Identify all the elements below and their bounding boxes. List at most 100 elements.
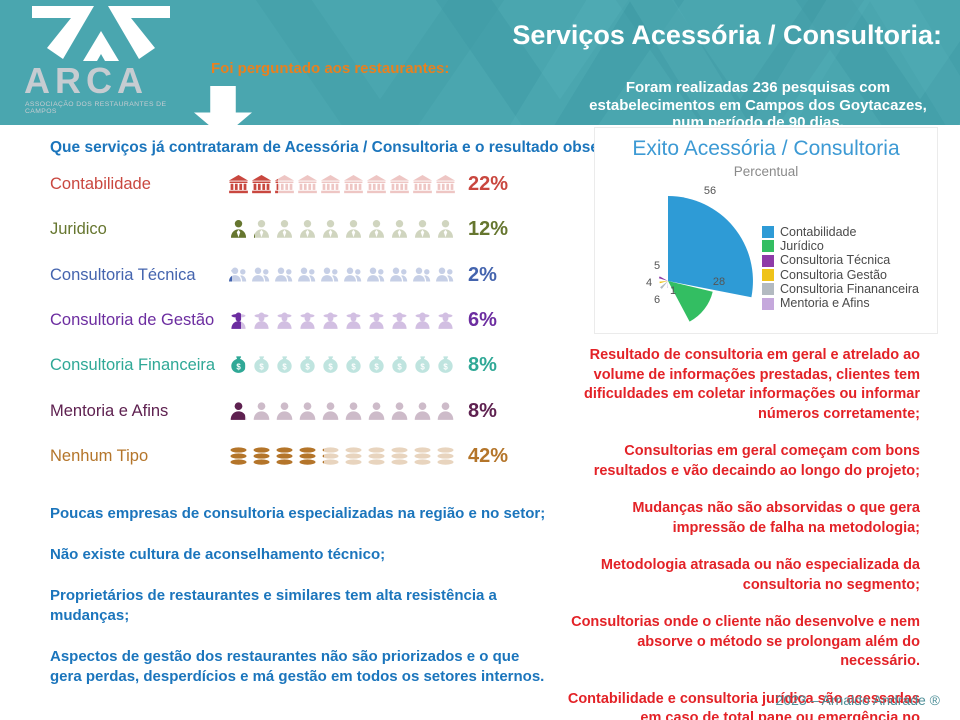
survey-row-icons	[228, 174, 460, 195]
survey-row-label: Consultoria Financeira	[50, 356, 216, 375]
survey-row-value: 6%	[468, 309, 497, 332]
survey-row-value: 2%	[468, 263, 497, 286]
prompt-text: Foi perguntado aos restaurantes:	[211, 60, 450, 77]
bank-icon	[435, 174, 456, 195]
coins-icon	[389, 446, 410, 467]
people-icon	[412, 265, 433, 286]
header-band: ARCA ASSOCIAÇÃO DOS RESTAURANTES DE CAMP…	[0, 0, 960, 125]
lawyer-icon	[251, 219, 272, 240]
consultant-icon	[366, 310, 387, 331]
lawyer-icon	[343, 219, 364, 240]
survey-row-label: Mentoria e Afins	[50, 401, 169, 420]
moneybag-icon: $	[343, 355, 364, 376]
legend-item: Consultoria Gestão	[762, 268, 919, 282]
arca-logo-mark	[32, 6, 170, 61]
survey-row-label: Contabilidade	[50, 175, 151, 194]
people-icon	[389, 265, 410, 286]
consultant-icon	[343, 310, 364, 331]
survey-row: Juridico 12%	[50, 207, 570, 252]
consultant-icon	[297, 310, 318, 331]
bank-icon	[297, 174, 318, 195]
bank-icon	[343, 174, 364, 195]
left-insights: Poucas empresas de consultoria especiali…	[50, 504, 555, 708]
survey-row-value: 22%	[468, 173, 509, 196]
consultant-icon	[251, 310, 272, 331]
pie-slice-value: 1	[670, 285, 676, 297]
people-icon	[297, 265, 318, 286]
survey-row: Consultoria Técnica 2%	[50, 253, 570, 298]
person-icon	[435, 401, 456, 422]
pie-slice	[660, 281, 668, 289]
moneybag-icon: $	[435, 355, 456, 376]
person-icon	[274, 401, 295, 422]
pie-slice	[659, 281, 668, 284]
coins-icon	[251, 446, 272, 467]
consultant-icon	[435, 310, 456, 331]
legend-swatch	[762, 269, 774, 282]
right-insights: Resultado de consultoria em geral e atre…	[560, 346, 920, 720]
pie-slice-value: 5	[654, 260, 660, 272]
pie-legend: Contabilidade Jurídico Consultoria Técnica…	[762, 225, 919, 311]
people-icon	[435, 265, 456, 286]
pie-slice	[667, 281, 668, 289]
bank-icon	[274, 174, 295, 195]
pictogram-chart: Contabilidade 22% Juridico 12% Consultoria T…	[50, 162, 570, 479]
survey-row: Consultoria Financeira$$$$$$$$$$$8%	[50, 343, 570, 388]
coins-icon	[320, 446, 341, 467]
legend-label: Consultoria Finananceira	[780, 281, 919, 296]
people-icon	[366, 265, 387, 286]
coins-icon	[412, 446, 433, 467]
insight-paragraph-blue: Poucas empresas de consultoria especiali…	[50, 505, 546, 522]
person-icon	[366, 401, 387, 422]
survey-row-value: 8%	[468, 354, 497, 377]
legend-item: Mentoria e Afins	[762, 296, 919, 310]
moneybag-icon: $	[297, 355, 318, 376]
person-icon	[343, 401, 364, 422]
consultant-icon	[274, 310, 295, 331]
survey-row-icons	[228, 219, 460, 240]
survey-question: Que serviços já contrataram de Acessória…	[50, 139, 651, 156]
coins-icon	[366, 446, 387, 467]
svg-text:$: $	[282, 363, 287, 372]
lawyer-icon	[228, 219, 249, 240]
legend-label: Consultoria Técnica	[780, 253, 891, 268]
survey-row-label: Consultoria Técnica	[50, 265, 196, 284]
svg-text:$: $	[236, 363, 241, 372]
survey-row-icons	[228, 310, 460, 331]
svg-text:$: $	[443, 363, 448, 372]
coins-icon	[297, 446, 318, 467]
pie-slice-value: 4	[646, 277, 652, 289]
pie-slice	[668, 281, 713, 322]
pie-chart-subtitle: Percentual	[733, 164, 799, 179]
legend-item: Consultoria Técnica	[762, 254, 919, 268]
svg-text:$: $	[259, 363, 264, 372]
insight-paragraph-blue: Proprietários de restaurantes e similare…	[50, 587, 497, 624]
person-icon	[228, 401, 249, 422]
lawyer-icon	[435, 219, 456, 240]
coins-icon	[435, 446, 456, 467]
insight-paragraph-blue: Não existe cultura de aconselhamento téc…	[50, 546, 386, 563]
page-title: Serviços Acessória / Consultoria:	[512, 20, 942, 50]
legend-item: Consultoria Finananceira	[762, 282, 919, 296]
moneybag-icon: $	[274, 355, 295, 376]
legend-label: Contabilidade	[780, 224, 857, 239]
survey-row-value: 12%	[468, 218, 509, 241]
legend-swatch	[762, 254, 774, 267]
moneybag-icon: $	[251, 355, 272, 376]
legend-label: Mentoria e Afins	[780, 296, 870, 311]
survey-row: Mentoria e Afins 8%	[50, 388, 570, 433]
bank-icon	[389, 174, 410, 195]
lawyer-icon	[412, 219, 433, 240]
consultant-icon	[389, 310, 410, 331]
insight-paragraph-red: Mudanças não são absorvidas o que gera i…	[632, 500, 920, 536]
legend-label: Jurídico	[780, 238, 824, 253]
lawyer-icon	[274, 219, 295, 240]
survey-row-label: Juridico	[50, 220, 107, 239]
footer-credit: 2023 – Arnaldo Andrade ®	[775, 692, 940, 708]
svg-text:$: $	[397, 363, 402, 372]
survey-row-value: 42%	[468, 444, 509, 467]
pie-slice	[668, 196, 753, 298]
people-icon	[251, 265, 272, 286]
pie-slice	[658, 276, 668, 281]
